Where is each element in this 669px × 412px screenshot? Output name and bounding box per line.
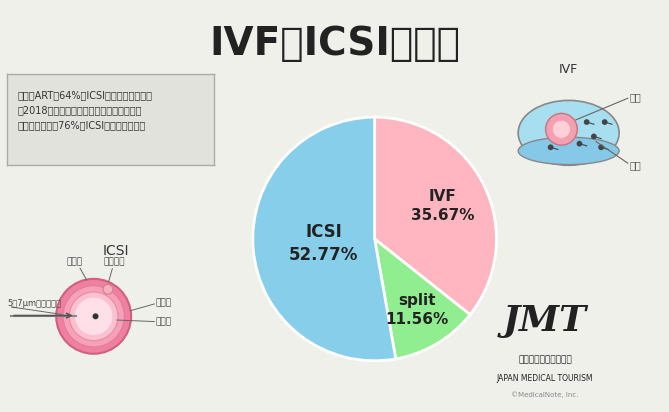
Circle shape <box>553 121 570 138</box>
Text: 透明体: 透明体 <box>155 299 172 308</box>
Text: 細胞質: 細胞質 <box>155 317 172 326</box>
Circle shape <box>598 144 604 150</box>
Text: 第一極体: 第一極体 <box>104 258 125 267</box>
Circle shape <box>548 144 553 150</box>
Text: ICSI
52.77%: ICSI 52.77% <box>289 223 359 264</box>
Text: IVF: IVF <box>559 63 578 76</box>
Wedge shape <box>375 117 496 315</box>
Circle shape <box>577 141 582 147</box>
Text: split
11.56%: split 11.56% <box>385 293 449 327</box>
Text: 胚卵胞: 胚卵胞 <box>67 258 83 267</box>
Text: IVF／ICSIの割合: IVF／ICSIの割合 <box>209 25 460 63</box>
Text: ©MedicalNote, Inc.: ©MedicalNote, Inc. <box>511 391 579 398</box>
Circle shape <box>56 279 131 354</box>
Circle shape <box>92 313 98 319</box>
Text: 精子: 精子 <box>630 160 642 170</box>
Circle shape <box>584 119 589 125</box>
Text: JMT: JMT <box>503 304 587 338</box>
Text: IVF
35.67%: IVF 35.67% <box>411 189 474 223</box>
Circle shape <box>63 286 124 347</box>
Wedge shape <box>253 117 396 361</box>
Text: 日本医療観光株式会社: 日本医療観光株式会社 <box>518 356 572 365</box>
Circle shape <box>591 133 597 139</box>
Text: JAPAN MEDICAL TOURISM: JAPAN MEDICAL TOURISM <box>496 374 593 383</box>
Circle shape <box>103 284 113 294</box>
Text: ICSI: ICSI <box>103 244 129 258</box>
Circle shape <box>546 113 577 145</box>
Circle shape <box>70 292 118 341</box>
Ellipse shape <box>518 137 619 165</box>
Circle shape <box>602 119 607 125</box>
Wedge shape <box>375 239 470 359</box>
Text: 国内のARTの64%にICSIが行われている。
（2018年日本産科婦人科学会の報告より）
なお、米国では76%がICSIとなっている。: 国内のARTの64%にICSIが行われている。 （2018年日本産科婦人科学会の… <box>17 91 152 130</box>
Circle shape <box>75 297 112 335</box>
Text: 卵子: 卵子 <box>630 92 642 102</box>
Text: 5〜7μmのピペット: 5〜7μmのピペット <box>7 299 62 308</box>
Ellipse shape <box>518 101 619 165</box>
